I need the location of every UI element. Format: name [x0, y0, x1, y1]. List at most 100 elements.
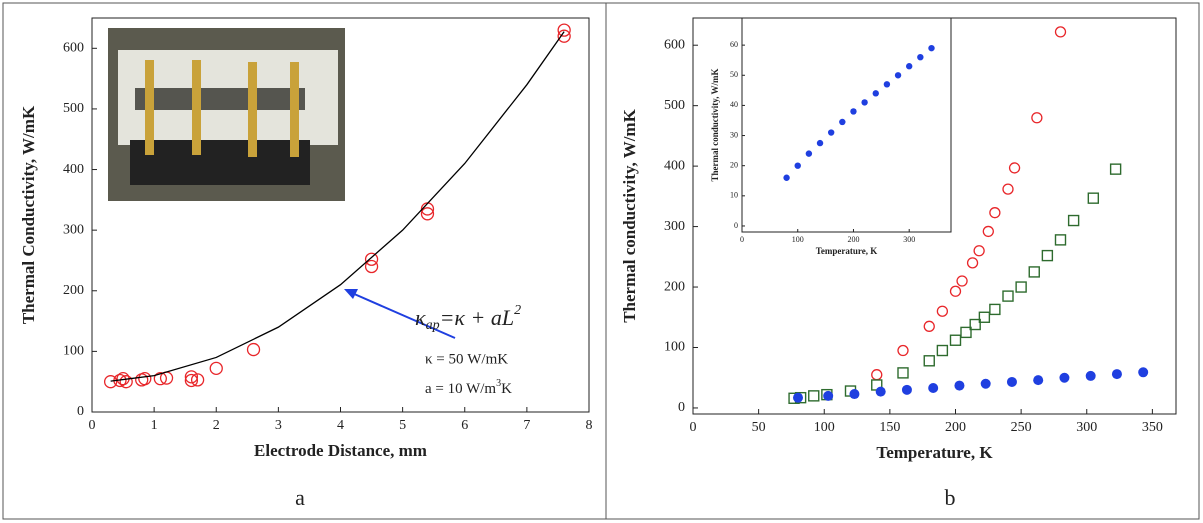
kappa-note: κ = 50 W/mK [425, 351, 508, 367]
x-tick-label: 0 [89, 418, 96, 433]
point [420, 207, 435, 221]
point [246, 342, 261, 357]
x-tick-label: 8 [586, 418, 593, 433]
point [850, 108, 857, 115]
x-tick-label: 50 [752, 420, 766, 435]
point [936, 305, 949, 317]
point [138, 372, 152, 386]
x-axis-title: Electrode Distance, mm [254, 441, 427, 460]
x-tick-label: 1 [151, 418, 158, 433]
a-note-rest: K [501, 381, 512, 397]
point [184, 370, 199, 384]
point [1008, 162, 1021, 174]
point [1059, 372, 1070, 383]
point [1111, 369, 1122, 380]
y-tick-label: 200 [63, 283, 84, 298]
point [949, 334, 962, 346]
x-tick-label: 100 [814, 420, 835, 435]
x-tick-label: 200 [945, 420, 966, 435]
point [923, 355, 935, 367]
y-tick-label: 400 [63, 162, 84, 177]
point [783, 174, 790, 181]
a-note-main: a = 10 W/m [425, 381, 496, 397]
x-tick-label: 0 [740, 235, 744, 244]
photo [108, 28, 345, 201]
point [805, 150, 813, 157]
point [364, 252, 379, 266]
y-tick-label: 60 [730, 40, 738, 49]
point [928, 44, 935, 52]
y-axis-title: Thermal Conductivity, W/mK [19, 105, 38, 324]
point [894, 72, 902, 79]
y-tick-label: 50 [730, 70, 738, 79]
y-tick-label: 200 [664, 279, 685, 294]
formula-sub: ap [426, 318, 440, 333]
panel-label: b [945, 485, 956, 510]
point [557, 29, 571, 43]
formula: κap=κ + aL2 [415, 303, 521, 333]
plot-frame [741, 17, 952, 233]
point [823, 390, 834, 401]
point [928, 383, 939, 394]
y-axis-title: Thermal conductivity, W/mK [710, 68, 720, 181]
point [949, 285, 962, 297]
point [960, 326, 972, 339]
formula-sup: 2 [514, 303, 521, 318]
point [557, 23, 571, 37]
x-tick-label: 200 [847, 235, 859, 244]
x-tick-label: 250 [1011, 420, 1032, 435]
x-tick-label: 300 [1076, 420, 1097, 435]
y-tick-label: 500 [664, 98, 685, 113]
y-tick-label: 0 [734, 221, 738, 230]
point [793, 392, 803, 403]
point [989, 303, 1001, 316]
x-tick-label: 3 [275, 418, 282, 433]
x-tick-label: 2 [213, 418, 220, 433]
point [956, 275, 968, 287]
y-tick-label: 20 [730, 161, 738, 170]
formula-main: κ [415, 305, 426, 330]
formula-rest: =κ + aL [440, 305, 515, 330]
point [897, 344, 909, 357]
point [184, 373, 199, 388]
point [871, 369, 883, 381]
point [827, 129, 835, 136]
y-tick-label: 600 [63, 41, 84, 56]
point [973, 245, 985, 257]
x-tick-label: 100 [792, 235, 804, 244]
point [816, 139, 824, 147]
point [1028, 266, 1040, 278]
point [364, 259, 379, 274]
y-tick-label: 10 [730, 191, 738, 200]
x-axis-title: Temperature, K [816, 246, 878, 256]
x-axis-title: Temperature, K [876, 443, 993, 462]
point [875, 386, 886, 397]
point [190, 373, 205, 387]
y-tick-label: 300 [664, 219, 685, 234]
a-note-sup: 3 [496, 378, 501, 389]
y-tick-label: 600 [664, 37, 685, 52]
point [1087, 192, 1100, 204]
point [1002, 290, 1014, 302]
y-tick-label: 0 [77, 404, 84, 419]
point [1054, 26, 1067, 38]
point [849, 389, 860, 400]
point [861, 99, 868, 106]
point [1006, 376, 1017, 387]
point [1041, 249, 1054, 262]
y-tick-label: 100 [664, 340, 685, 355]
x-tick-label: 0 [690, 420, 697, 435]
y-tick-label: 100 [63, 344, 84, 359]
point [1109, 163, 1122, 175]
point [901, 384, 912, 395]
y-tick-label: 40 [730, 100, 738, 109]
point [982, 225, 994, 238]
point [839, 118, 846, 126]
point [936, 344, 949, 357]
point [1054, 234, 1067, 246]
x-tick-label: 150 [879, 420, 900, 435]
point [906, 63, 913, 70]
a-note: a = 10 W/m3K [425, 378, 512, 397]
